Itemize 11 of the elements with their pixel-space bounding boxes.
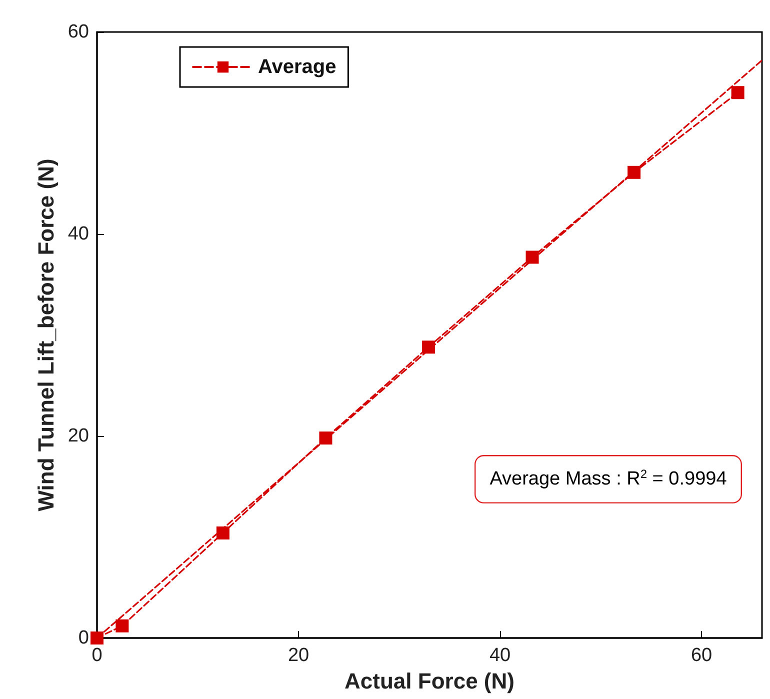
y-axis-title: Wind Tunnel Lift_before Force (N) [33,158,58,512]
y-tick-label: 20 [68,426,89,446]
x-tick-label: 20 [288,645,310,666]
x-tick-label: 60 [690,645,712,666]
y-tick-label: 60 [68,22,89,42]
legend-label: Average [258,56,336,78]
y-tick-label: 0 [78,628,89,648]
y-tick-label: 40 [68,224,89,244]
x-axis-title: Actual Force (N) [344,668,514,694]
x-tick-label: 40 [489,645,511,666]
x-tick-label: 0 [92,645,102,666]
